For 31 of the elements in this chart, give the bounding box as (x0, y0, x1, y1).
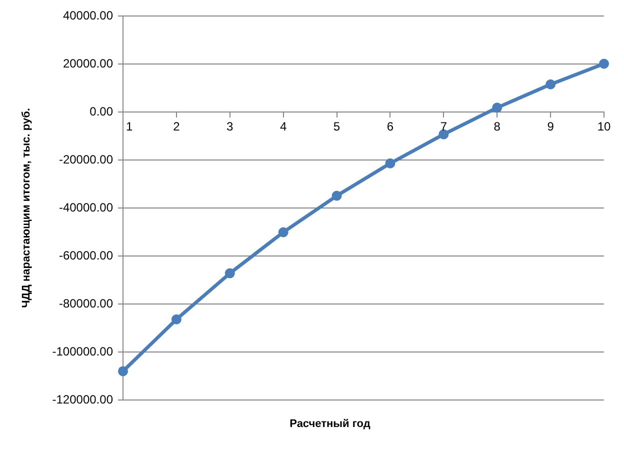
y-axis-title: ЧДД нарастающим итогом, тыс. руб. (20, 108, 33, 308)
y-tick-label: -60000.00 (58, 248, 114, 262)
x-tick-label: 9 (547, 119, 554, 134)
x-tick-label: 10 (597, 119, 611, 134)
point (492, 102, 502, 113)
x-axis-title: Расчетный год (288, 418, 372, 430)
y-tick-label: 40000.00 (62, 8, 114, 22)
point (332, 190, 342, 201)
y-tick-label: -80000.00 (58, 296, 114, 310)
y-tick-label: -120000.00 (52, 392, 114, 406)
point (224, 268, 235, 278)
y-tick-label: -100000.00 (52, 344, 114, 358)
point (599, 58, 609, 69)
x-tick-label: 2 (173, 119, 180, 134)
point (438, 129, 449, 140)
y-tick-label: -40000.00 (58, 200, 114, 214)
x-tick-label: 5 (333, 119, 340, 134)
point (278, 227, 288, 238)
x-tick-label: 4 (280, 119, 287, 134)
x-tick-label: 6 (386, 119, 394, 134)
x-tick-label: 3 (226, 119, 234, 134)
point (171, 314, 182, 324)
x-tick-label: 8 (494, 119, 501, 134)
x-tick-label: 7 (440, 119, 448, 134)
point (385, 158, 396, 168)
y-tick-label: -20000.00 (58, 152, 114, 166)
x-tick-label: 1 (126, 119, 133, 134)
y-tick-label: 20000.00 (62, 56, 114, 70)
point (118, 366, 128, 376)
y-tick-label: 0.00 (90, 104, 114, 118)
point (546, 79, 556, 90)
